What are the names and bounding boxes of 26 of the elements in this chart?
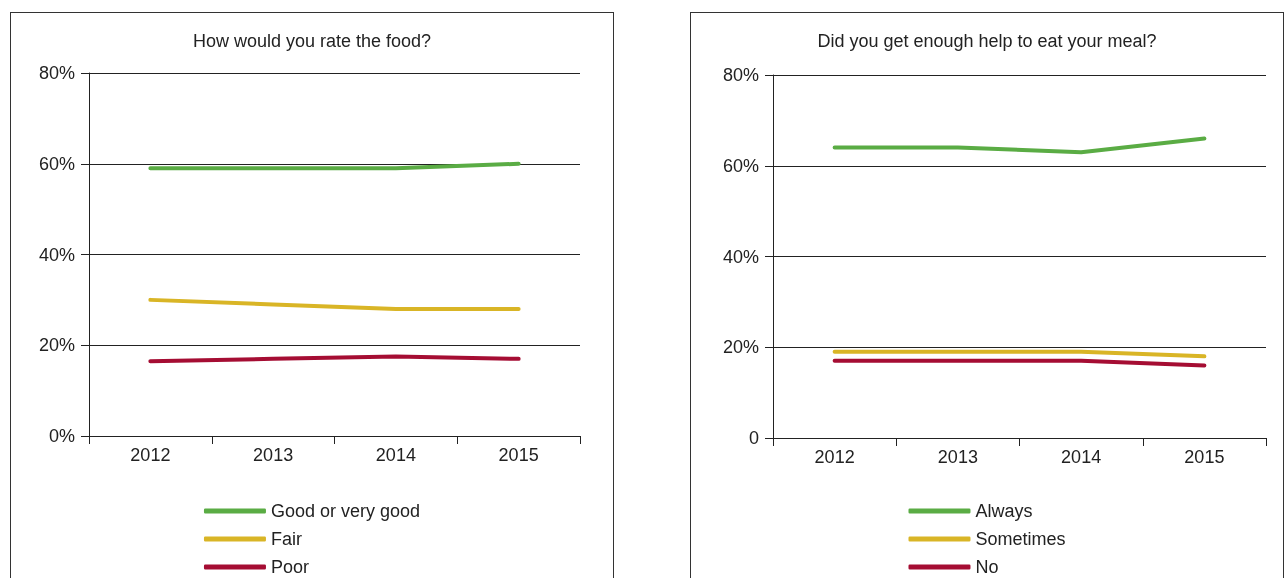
x-tick-label: 2015 xyxy=(1184,447,1225,467)
x-tick-label: 2012 xyxy=(130,445,171,465)
x-tick-label: 2013 xyxy=(253,445,294,465)
y-tick-label: 0% xyxy=(48,426,75,446)
y-tick-label: 20% xyxy=(38,335,75,356)
y-tick-label: 20% xyxy=(722,337,759,358)
legend-label: Poor xyxy=(270,557,309,577)
legend-label: Always xyxy=(975,501,1033,521)
x-tick-label: 2013 xyxy=(937,447,978,467)
chart-title: How would you rate the food? xyxy=(192,31,432,51)
x-tick-label: 2014 xyxy=(375,445,416,465)
y-tick-label: 40% xyxy=(38,244,75,265)
x-tick-label: 2012 xyxy=(814,447,855,467)
legend-label: Fair xyxy=(270,529,302,549)
chart-title: Did you get enough help to eat your meal? xyxy=(817,31,1157,51)
y-tick-label: 60% xyxy=(38,153,75,174)
y-tick-label: 0 xyxy=(748,428,759,448)
y-tick-label: 40% xyxy=(722,246,759,267)
legend-label: Good or very good xyxy=(270,501,421,521)
legend-label: Sometimes xyxy=(975,529,1066,549)
legend-label: No xyxy=(975,557,999,577)
y-tick-label: 60% xyxy=(722,155,759,176)
y-tick-label: 80% xyxy=(38,63,75,83)
y-tick-label: 80% xyxy=(722,65,759,85)
x-tick-label: 2014 xyxy=(1061,447,1102,467)
x-tick-label: 2015 xyxy=(498,445,539,465)
